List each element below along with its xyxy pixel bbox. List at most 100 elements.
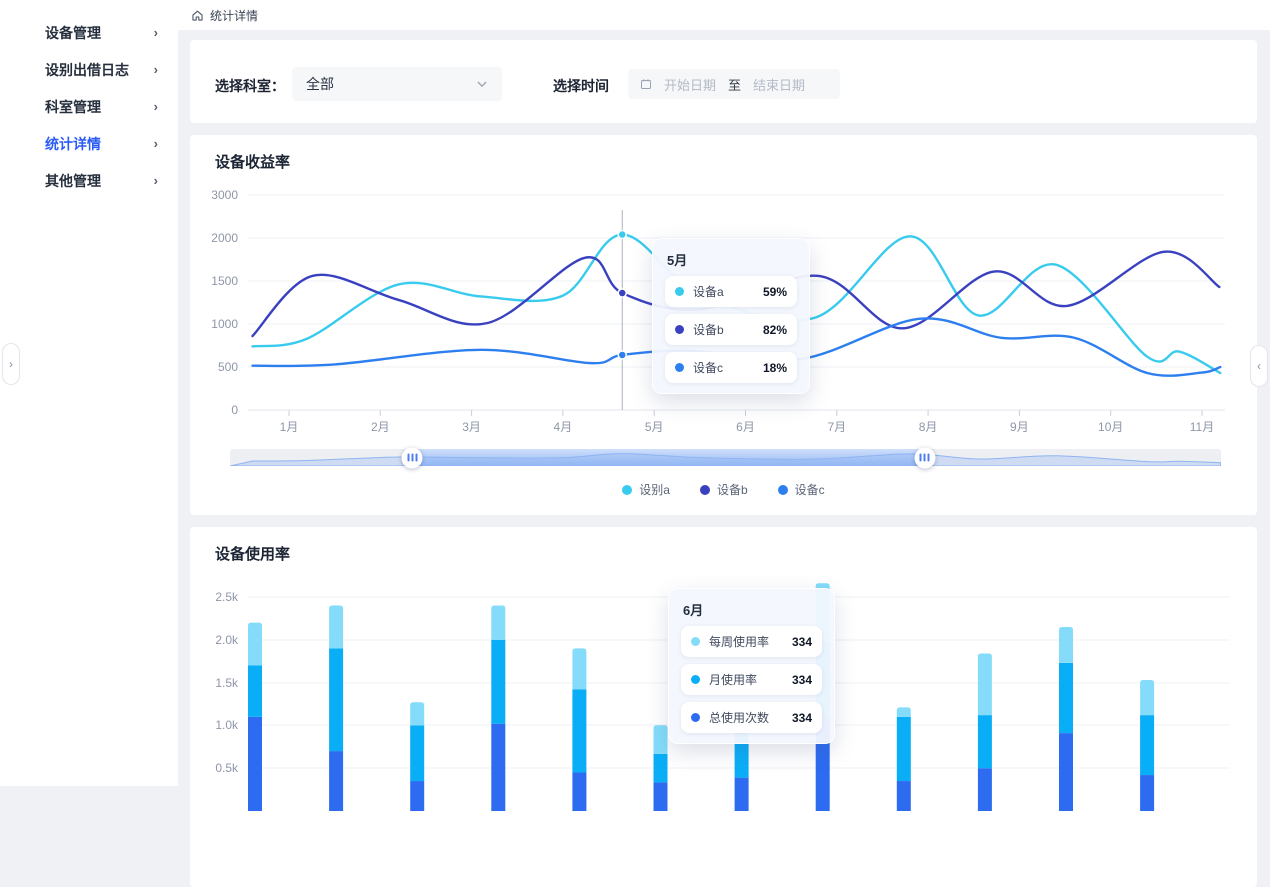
- datazoom-selected-range[interactable]: [412, 449, 925, 466]
- end-date-placeholder: 结束日期: [753, 77, 806, 93]
- bar-segment-月使用率: [572, 689, 587, 773]
- bar-segment-每周使用率: [653, 725, 668, 754]
- legend-dot: [777, 484, 788, 495]
- datazoom-slider[interactable]: [230, 447, 1221, 468]
- bar-segment-总使用次数: [653, 782, 668, 811]
- bar-segment-每周使用率: [491, 605, 506, 640]
- revenue-chart-card: 设备收益率 0 500 1000 1500 2000 3000 1月 2月 3月 4月 5月 6月 7月…: [190, 135, 1257, 515]
- bar-segment-月使用率: [491, 639, 506, 724]
- chevron-left-icon: ‹: [1257, 359, 1261, 373]
- bar-segment-每周使用率: [410, 702, 425, 726]
- series-dot: [691, 713, 700, 722]
- y-tick-label: 2.5k: [215, 590, 239, 604]
- bar-segment-总使用次数: [491, 723, 506, 811]
- line-chart-tooltip: 5月 设备a 59% 设备b 82% 设备c 18%: [652, 238, 810, 394]
- legend-item-series-b[interactable]: 设备b: [699, 481, 748, 498]
- y-tick-label: 0: [231, 403, 238, 417]
- tooltip-row: 设备b 82%: [665, 314, 797, 345]
- bar-segment-月使用率: [410, 725, 425, 782]
- x-tick-label: 8月: [919, 420, 938, 434]
- tooltip-row: 每周使用率 334: [681, 626, 822, 657]
- sidebar-item-device-management[interactable]: 设备管理 ›: [0, 14, 178, 51]
- bar-segment-每周使用率: [1140, 680, 1155, 716]
- bar-segment-总使用次数: [1059, 733, 1073, 811]
- department-select-value: 全部: [306, 76, 334, 92]
- breadcrumb-label: 统计详情: [210, 8, 259, 23]
- chevron-right-icon: ›: [153, 136, 158, 151]
- series-dot: [675, 287, 684, 296]
- sidebar-item-lending-log[interactable]: 设别出借日志 ›: [0, 51, 178, 88]
- datazoom-handle-right[interactable]: [914, 447, 936, 468]
- sidebar: 设备管理 › 设别出借日志 › 科室管理 › 统计详情 › 其他管理 ›: [0, 0, 178, 786]
- date-range-picker[interactable]: 开始日期 至 结束日期: [628, 69, 840, 99]
- bar-segment-月使用率: [653, 753, 668, 783]
- bar-segment-每周使用率: [896, 707, 911, 717]
- tooltip-title: 6月: [683, 603, 704, 618]
- left-panel-toggle[interactable]: ›: [2, 343, 20, 385]
- hover-point: [617, 288, 627, 298]
- breadcrumb: 统计详情: [178, 0, 1270, 30]
- sidebar-item-label: 统计详情: [45, 135, 101, 152]
- bar-segment-月使用率: [329, 648, 344, 752]
- sidebar-item-statistics-detail[interactable]: 统计详情 ›: [0, 125, 178, 162]
- sidebar-item-department-management[interactable]: 科室管理 ›: [0, 88, 178, 125]
- sidebar-item-label: 设备管理: [45, 24, 101, 41]
- x-tick-label: 10月: [1098, 420, 1123, 434]
- sidebar-item-label: 设别出借日志: [45, 61, 129, 78]
- tooltip-row: 总使用次数 334: [681, 702, 822, 733]
- filter-bar: 选择科室： 全部 选择时间 开始日期 至 结束日期: [190, 40, 1257, 123]
- bar-chart-tooltip: 6月 每周使用率 334 月使用率 334 总使用次数 334: [668, 588, 835, 744]
- chevron-right-icon: ›: [153, 173, 158, 188]
- x-tick-label: 2月: [371, 420, 390, 434]
- bar-segment-总使用次数: [977, 768, 992, 811]
- bar-segment-每周使用率: [572, 648, 587, 690]
- y-tick-label: 2000: [211, 231, 238, 245]
- bar-segment-每周使用率: [329, 605, 344, 649]
- y-tick-label: 1.0k: [215, 718, 239, 732]
- datazoom-wave: [230, 453, 1221, 466]
- sidebar-item-other-management[interactable]: 其他管理 ›: [0, 162, 178, 199]
- series-dot: [675, 325, 684, 334]
- x-tick-label: 3月: [462, 420, 481, 434]
- bar-segment-月使用率: [977, 715, 992, 769]
- range-separator: 至: [728, 77, 742, 93]
- time-filter-label: 选择时间: [553, 78, 609, 94]
- x-tick-label: 4月: [554, 420, 573, 434]
- series-dot: [691, 637, 700, 646]
- y-tick-label: 2.0k: [215, 633, 239, 647]
- department-select[interactable]: 全部: [292, 67, 502, 101]
- bar-segment-总使用次数: [248, 716, 262, 811]
- datazoom-area: [230, 453, 1221, 466]
- revenue-chart-title: 设备收益率: [215, 154, 291, 171]
- chevron-right-icon: ›: [153, 62, 158, 77]
- x-tick-label: 11月: [1190, 420, 1214, 434]
- start-date-placeholder: 开始日期: [664, 77, 717, 93]
- chevron-right-icon: ›: [153, 25, 158, 40]
- line-chart-legend: 设别a 设备b 设备c: [190, 481, 1257, 498]
- bar-segment-月使用率: [1140, 715, 1155, 776]
- bar-segment-每周使用率: [248, 622, 262, 666]
- home-icon[interactable]: [191, 9, 204, 22]
- right-panel-toggle[interactable]: ‹: [1250, 345, 1268, 387]
- bar-segment-月使用率: [1059, 662, 1073, 734]
- sidebar-item-label: 科室管理: [45, 98, 101, 115]
- y-tick-label: 500: [218, 360, 238, 374]
- datazoom-handle-left[interactable]: [401, 447, 423, 468]
- legend-item-series-c[interactable]: 设备c: [777, 481, 825, 498]
- chevron-right-icon: ›: [153, 99, 158, 114]
- tooltip-row: 月使用率 334: [681, 664, 822, 695]
- department-filter-label: 选择科室：: [215, 78, 285, 94]
- chevron-down-icon: [477, 81, 487, 88]
- y-tick-label: 0.5k: [215, 761, 239, 775]
- bar-segment-每周使用率: [977, 653, 992, 716]
- x-tick-label: 5月: [645, 420, 664, 434]
- legend-item-series-a[interactable]: 设别a: [622, 481, 670, 498]
- tooltip-row: 设备c 18%: [665, 352, 797, 383]
- bar-segment-总使用次数: [329, 751, 344, 811]
- chevron-right-icon: ›: [9, 357, 13, 371]
- x-tick-label: 6月: [736, 420, 755, 434]
- calendar-icon: [641, 79, 651, 89]
- y-tick-label: 1500: [211, 274, 238, 288]
- bar-segment-每周使用率: [1059, 626, 1073, 663]
